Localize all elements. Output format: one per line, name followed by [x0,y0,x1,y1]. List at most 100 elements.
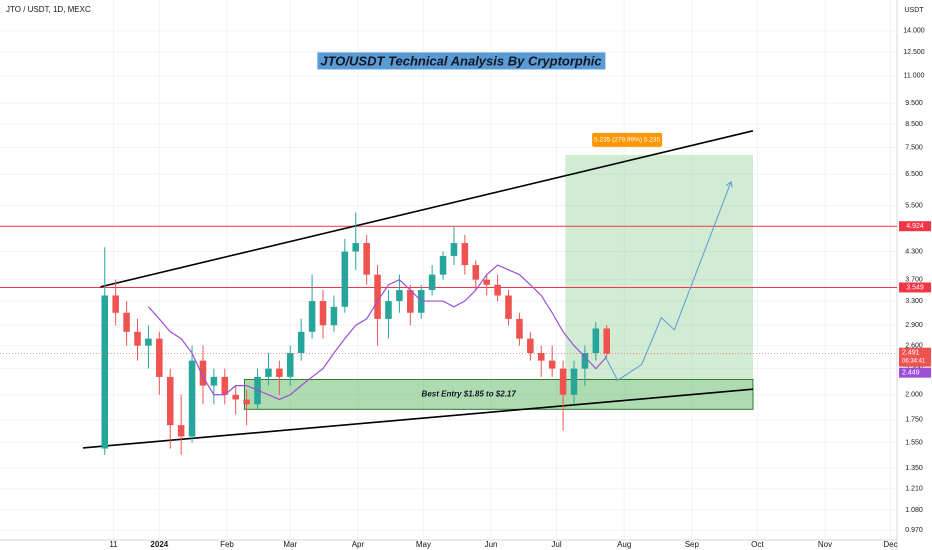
candle-body [505,295,512,319]
projection-arrow [725,181,733,188]
candle-body [265,368,272,377]
x-tick-label: Aug [617,540,631,549]
price-tag-label: 2.491 [902,350,920,357]
candle-body [527,338,534,353]
y-tick-label: 1.210 [905,486,923,493]
candle-body [570,368,578,395]
candle-body [581,352,589,369]
candle-body [330,306,338,326]
candle-body [276,368,283,377]
y-tick-label: 6.500 [905,171,923,178]
x-tick-label: 11 [109,540,118,549]
x-tick-label: Sep [685,540,700,549]
candle-body [177,425,185,437]
candle-body [286,352,294,377]
candle-body [145,338,152,346]
x-tick-label: May [416,540,431,549]
candle-body [156,338,163,377]
y-tick-label: 8.500 [905,121,923,128]
y-tick-label: 11.000 [904,73,925,80]
candle-body [352,243,360,252]
candle-body [396,290,403,302]
price-tag-label: 2.449 [902,370,920,377]
y-tick-label: 0.970 [905,527,923,534]
y-axis-label: USDT [904,7,924,14]
candle-body [232,394,239,400]
x-tick-label: Jul [551,540,561,549]
candle-body [243,399,250,405]
y-tick-label: 3.300 [905,298,923,305]
y-tick-label: 9.500 [905,100,923,107]
y-tick-label: 2.900 [905,322,923,329]
candle-body [450,243,458,256]
y-tick-label: 2.000 [905,392,923,399]
candle-body [461,243,469,266]
y-tick-label: 1.350 [905,465,923,472]
projection [604,181,732,382]
price-tag-label: 3.549 [906,284,924,291]
y-tick-label: 1.080 [905,507,923,514]
target-label: 5.235 (279.99%) 5.235 [594,137,661,144]
candle-body [199,360,207,386]
candle-body [210,376,218,386]
x-tick-label: Jun [485,540,498,549]
candle-body [123,312,130,332]
moving-average [147,264,608,401]
candle-body [483,279,490,285]
entry-zone [243,378,754,410]
entry-label: Best Entry $1.85 to $2.17 [422,390,517,399]
y-tick-label: 1.750 [905,417,923,424]
candle-body [319,301,327,326]
y-tick-label: 14.000 [903,28,925,35]
y-tick-label: 1.550 [905,439,923,446]
candle-body [407,290,414,313]
y-tick-label: 2.600 [905,343,923,350]
y-tick-label: 12.500 [903,49,925,56]
x-tick-label: Oct [751,540,764,549]
candle-body [548,360,556,369]
y-tick-label: 3.700 [905,277,923,284]
chart-title: JTO/USDT Technical Analysis By Cryptorph… [320,53,602,68]
candle-body [592,328,600,353]
candle-body [297,331,305,353]
countdown: 06:34:41 [902,358,926,364]
candle-body [516,318,523,339]
candle-body [559,368,567,395]
candle-body [494,284,501,296]
candle-body [112,295,119,313]
trend-line [100,130,754,288]
price-tag [899,347,931,367]
y-tick-label: 4.300 [905,248,923,255]
x-tick-label: Feb [220,540,234,549]
y-tick-label: 5.500 [905,202,923,209]
y-tick-label: 7.500 [905,144,923,151]
candle-body [537,352,545,361]
x-tick-label: Dec [883,540,897,549]
candle-body [603,328,611,354]
header: JTO / USDT, 1D, MEXC [6,5,91,14]
price-tag-label: 4.924 [906,223,924,230]
x-tick-label: Mar [283,540,297,549]
candle-body [385,301,392,319]
candle-body [363,243,370,275]
price-tag [899,282,931,293]
candle-body [134,331,141,346]
candle-body [188,360,196,437]
candle-body [166,376,174,426]
candle-body [428,274,436,291]
candle-body [439,255,447,275]
trend-line [82,388,754,449]
price-tag [899,221,931,232]
candle-body [101,295,109,449]
x-tick-label: Apr [352,540,365,549]
x-tick-label: Nov [818,540,832,549]
price-tag [899,367,931,378]
candle-body [308,301,316,332]
x-tick-label: 2024 [150,540,168,549]
target-label-box [592,132,663,147]
candle-body [374,274,381,319]
candle-body [221,376,229,395]
candle-body [341,251,349,307]
